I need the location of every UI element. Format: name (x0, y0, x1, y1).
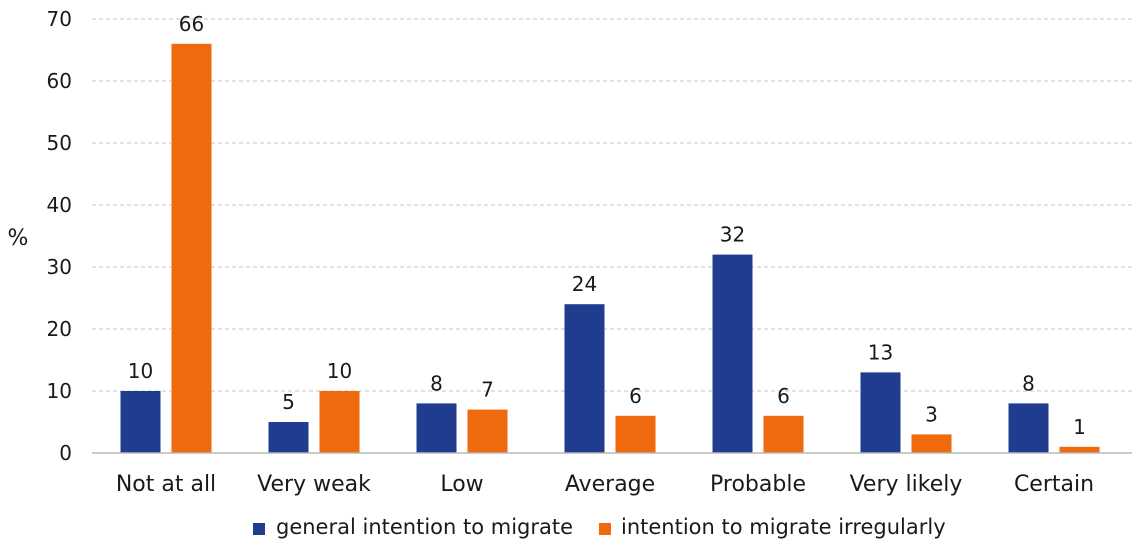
data-label: 24 (572, 272, 597, 296)
data-label: 7 (481, 378, 494, 402)
bar-irregular (1059, 446, 1100, 453)
gridlines (92, 18, 1132, 392)
bar-general (268, 422, 309, 453)
bars (120, 43, 1100, 454)
y-tick-label: 10 (47, 379, 72, 403)
legend-label: intention to migrate irregularly (621, 515, 946, 539)
x-category-label: Very likely (850, 472, 963, 497)
x-category-label: Average (565, 472, 655, 497)
y-tick-label: 50 (47, 131, 72, 155)
data-label: 6 (777, 384, 790, 408)
data-label: 8 (1022, 371, 1035, 395)
y-tick-label: 0 (59, 441, 72, 465)
bar-irregular (911, 434, 952, 453)
bar-general (416, 403, 457, 453)
legend-swatch (599, 523, 611, 535)
bar-irregular (171, 43, 212, 454)
bar-general (120, 391, 161, 453)
bar-irregular (319, 391, 360, 453)
data-label: 66 (179, 12, 204, 36)
x-category-label: Not at all (116, 472, 216, 497)
data-label: 13 (868, 340, 893, 364)
y-tick-label: 40 (47, 193, 72, 217)
x-category-label: Low (440, 472, 483, 497)
x-category-label: Probable (710, 472, 806, 497)
x-axis-categories: Not at all Very weak Low Average Probable Ver… (116, 472, 1094, 497)
legend-label: general intention to migrate (276, 515, 573, 539)
data-label: 1 (1073, 415, 1086, 439)
data-label: 8 (430, 371, 443, 395)
legend: general intention to migrate intention to… (253, 515, 946, 539)
y-tick-label: 70 (47, 7, 72, 31)
y-tick-label: 20 (47, 317, 72, 341)
bar-general (1008, 403, 1049, 453)
data-label: 32 (720, 223, 745, 247)
y-tick-label: 60 (47, 69, 72, 93)
x-category-label: Certain (1014, 472, 1094, 497)
x-category-label: Very weak (257, 472, 371, 497)
bar-general (860, 372, 901, 453)
data-labels: 10 66 5 10 8 7 24 6 32 6 13 3 8 1 (128, 12, 1086, 439)
y-axis-ticks: 0 10 20 30 40 50 60 70 (47, 7, 72, 465)
data-label: 5 (282, 390, 295, 414)
bar-irregular (467, 409, 508, 453)
bar-irregular (763, 415, 804, 453)
data-label: 6 (629, 384, 642, 408)
bar-irregular (615, 415, 656, 453)
bar-general (564, 304, 605, 453)
data-label: 3 (925, 402, 938, 426)
data-label: 10 (128, 359, 153, 383)
bar-general (712, 254, 753, 453)
data-label: 10 (327, 359, 352, 383)
legend-swatch (253, 523, 265, 535)
y-axis-label: % (8, 226, 29, 251)
y-tick-label: 30 (47, 255, 72, 279)
